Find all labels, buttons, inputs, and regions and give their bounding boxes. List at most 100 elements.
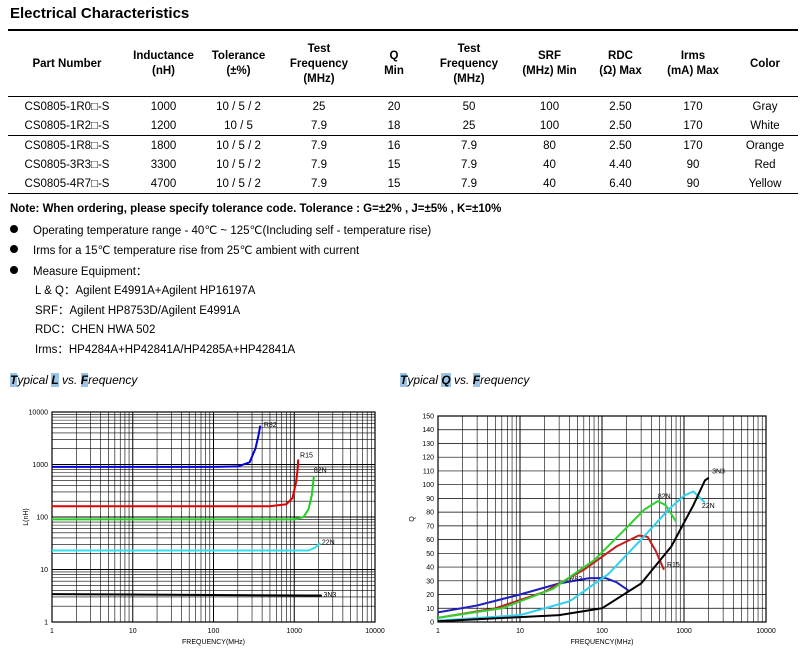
table-cell: 1000 bbox=[150, 100, 177, 113]
y-tick-label: 120 bbox=[422, 455, 434, 462]
table-cell: 25 bbox=[462, 119, 476, 132]
plot-frame bbox=[51, 411, 376, 623]
table-cell: 2.50 bbox=[609, 100, 632, 113]
series-label-r15: R15 bbox=[300, 453, 313, 460]
y-tick-label: 100 bbox=[36, 515, 48, 522]
table-row: CS0805-1R0□-S 1000 10 / 5 / 2 25 20 50 100 2.50… bbox=[8, 97, 798, 117]
col-test-frequency-l: Test Frequency (MHz) bbox=[289, 42, 349, 85]
y-tick-label: 40 bbox=[426, 565, 434, 572]
table-cell: CS0805-1R0□-S bbox=[24, 100, 110, 113]
table-cell: 7.9 bbox=[276, 135, 362, 155]
table-cell: Red bbox=[754, 158, 776, 171]
table-cell: 7.9 bbox=[461, 158, 477, 171]
table-cell: 16 bbox=[362, 135, 426, 155]
series-label-3n3: 3N3 bbox=[712, 469, 725, 476]
series-label-22n: 22N bbox=[702, 503, 715, 510]
equipment-srf: SRF：Agilent HP8753D/Agilent E4991A bbox=[35, 305, 241, 317]
table-cell: 2.50 bbox=[587, 135, 654, 155]
series-label-r82: R82 bbox=[264, 422, 277, 429]
series-label-3n3: 3N3 bbox=[323, 592, 336, 599]
x-tick-label: 10 bbox=[129, 628, 137, 635]
y-tick-label: 60 bbox=[426, 537, 434, 544]
series-line-r15 bbox=[52, 459, 300, 508]
table-cell: Gray bbox=[752, 100, 778, 113]
title-rule bbox=[8, 29, 798, 31]
table-cell: CS0805-1R8□-S bbox=[8, 135, 126, 155]
y-tick-label: 130 bbox=[422, 441, 434, 448]
series-line-r15 bbox=[437, 534, 665, 619]
series-label-r82: R82 bbox=[569, 576, 582, 583]
series-line-3n3 bbox=[437, 476, 710, 623]
table-cell: 7.9 bbox=[426, 135, 512, 155]
x-axis-label: FREQUENCY(MHz) bbox=[571, 639, 634, 646]
y-axis-label: L(nH) bbox=[23, 508, 30, 526]
x-axis-label: FREQUENCY(MHz) bbox=[182, 639, 245, 646]
table-cell: 10 / 5 / 2 bbox=[201, 174, 276, 194]
x-tick-label: 10000 bbox=[365, 628, 385, 635]
y-tick-label: 70 bbox=[426, 523, 434, 530]
y-tick-label: 100 bbox=[422, 482, 434, 489]
table-cell: 7.9 bbox=[311, 158, 327, 171]
table-cell: 170 bbox=[654, 135, 732, 155]
table-cell: 1800 bbox=[126, 135, 201, 155]
table-cell: 100 bbox=[539, 119, 560, 132]
table-cell: 25 bbox=[312, 100, 326, 113]
chart-title-q: Typical Q vs. Frequency bbox=[400, 373, 530, 387]
table-cell: 10 / 5 / 2 bbox=[216, 158, 261, 171]
table-cell: 4.40 bbox=[609, 158, 632, 171]
table-row: CS0805-1R2□-S 1200 10 / 5 7.9 18 25 100 2.50 170… bbox=[8, 116, 798, 136]
table-cell: 10 / 5 bbox=[224, 119, 253, 132]
table-cell: 2.50 bbox=[609, 119, 632, 132]
y-tick-label: 50 bbox=[426, 551, 434, 558]
col-test-frequency-q: Test Frequency (MHz) bbox=[439, 42, 499, 85]
bullet-text: Measure Equipment： bbox=[33, 266, 148, 278]
chart-l-vs-frequency: 1 10 100 1000 10000 10000 1000 100 10 1 FREQUENCY(… bbox=[23, 410, 385, 647]
table-header-row: Part Number Inductance (nH) Tolerance (±%)… bbox=[8, 32, 798, 97]
y-tick-label: 30 bbox=[426, 578, 434, 585]
table-cell: 170 bbox=[683, 100, 703, 113]
x-tick-label: 1 bbox=[436, 628, 440, 635]
table-cell: CS0805-1R2□-S bbox=[24, 119, 110, 132]
table-cell: 170 bbox=[683, 119, 703, 132]
table-cell: 40 bbox=[543, 158, 556, 171]
table-cell: 50 bbox=[462, 100, 476, 113]
table-cell: 90 bbox=[654, 174, 732, 194]
y-axis-label: Q bbox=[409, 516, 416, 522]
bullet-temperature: Operating temperature range - 40℃ ~ 125℃… bbox=[10, 223, 431, 237]
x-tick-label: 10000 bbox=[756, 628, 776, 635]
x-tick-label: 1000 bbox=[676, 628, 692, 635]
y-tick-label: 140 bbox=[422, 427, 434, 434]
col-inductance: Inductance (nH) bbox=[133, 50, 194, 77]
series-line-3n3 bbox=[51, 593, 322, 597]
table-cell: CS0805-3R3□-S bbox=[24, 158, 110, 171]
table-cell: 1200 bbox=[150, 119, 177, 132]
x-tick-label: 1000 bbox=[286, 628, 302, 635]
table-cell: 7.9 bbox=[426, 174, 512, 194]
series-line-r82 bbox=[52, 425, 262, 468]
col-color: Color bbox=[749, 57, 781, 70]
y-tick-label: 20 bbox=[426, 592, 434, 599]
table-cell: 7.9 bbox=[311, 119, 327, 132]
bullet-text: Irms for a 15℃ temperature rise from 25℃… bbox=[33, 245, 360, 257]
bullet-equipment: Measure Equipment： bbox=[10, 263, 147, 279]
x-tick-label: 100 bbox=[208, 628, 220, 635]
table-row: CS0805-1R8□-S 1800 10 / 5 / 2 7.9 16 7.9 80 2.5… bbox=[8, 135, 798, 155]
series-label-r15: R15 bbox=[667, 562, 680, 569]
table-cell: 6.40 bbox=[587, 174, 654, 194]
table-body: CS0805-1R0□-S 1000 10 / 5 / 2 25 20 50 100 2.50… bbox=[8, 97, 798, 194]
section-title: Electrical Characteristics bbox=[10, 5, 190, 22]
table-cell: 15 bbox=[387, 158, 401, 171]
y-tick-label: 0 bbox=[430, 620, 434, 627]
y-tick-label: 1 bbox=[44, 620, 48, 627]
table-cell: 15 bbox=[362, 174, 426, 194]
y-tick-label: 1000 bbox=[32, 462, 48, 469]
table-cell: 18 bbox=[387, 119, 401, 132]
table-cell: Orange bbox=[732, 135, 798, 155]
chart-title-l: Typical L vs. Frequency bbox=[10, 373, 138, 387]
y-tick-label: 10000 bbox=[29, 410, 49, 417]
table-cell: 20 bbox=[387, 100, 401, 113]
table-row: CS0805-3R3□-S 3300 10 / 5 / 2 7.9 15 7.9 40 4.4… bbox=[8, 155, 798, 174]
x-tick-label: 100 bbox=[596, 628, 608, 635]
series-label-22n: 22N bbox=[322, 539, 335, 546]
series-line-22n bbox=[52, 542, 321, 552]
